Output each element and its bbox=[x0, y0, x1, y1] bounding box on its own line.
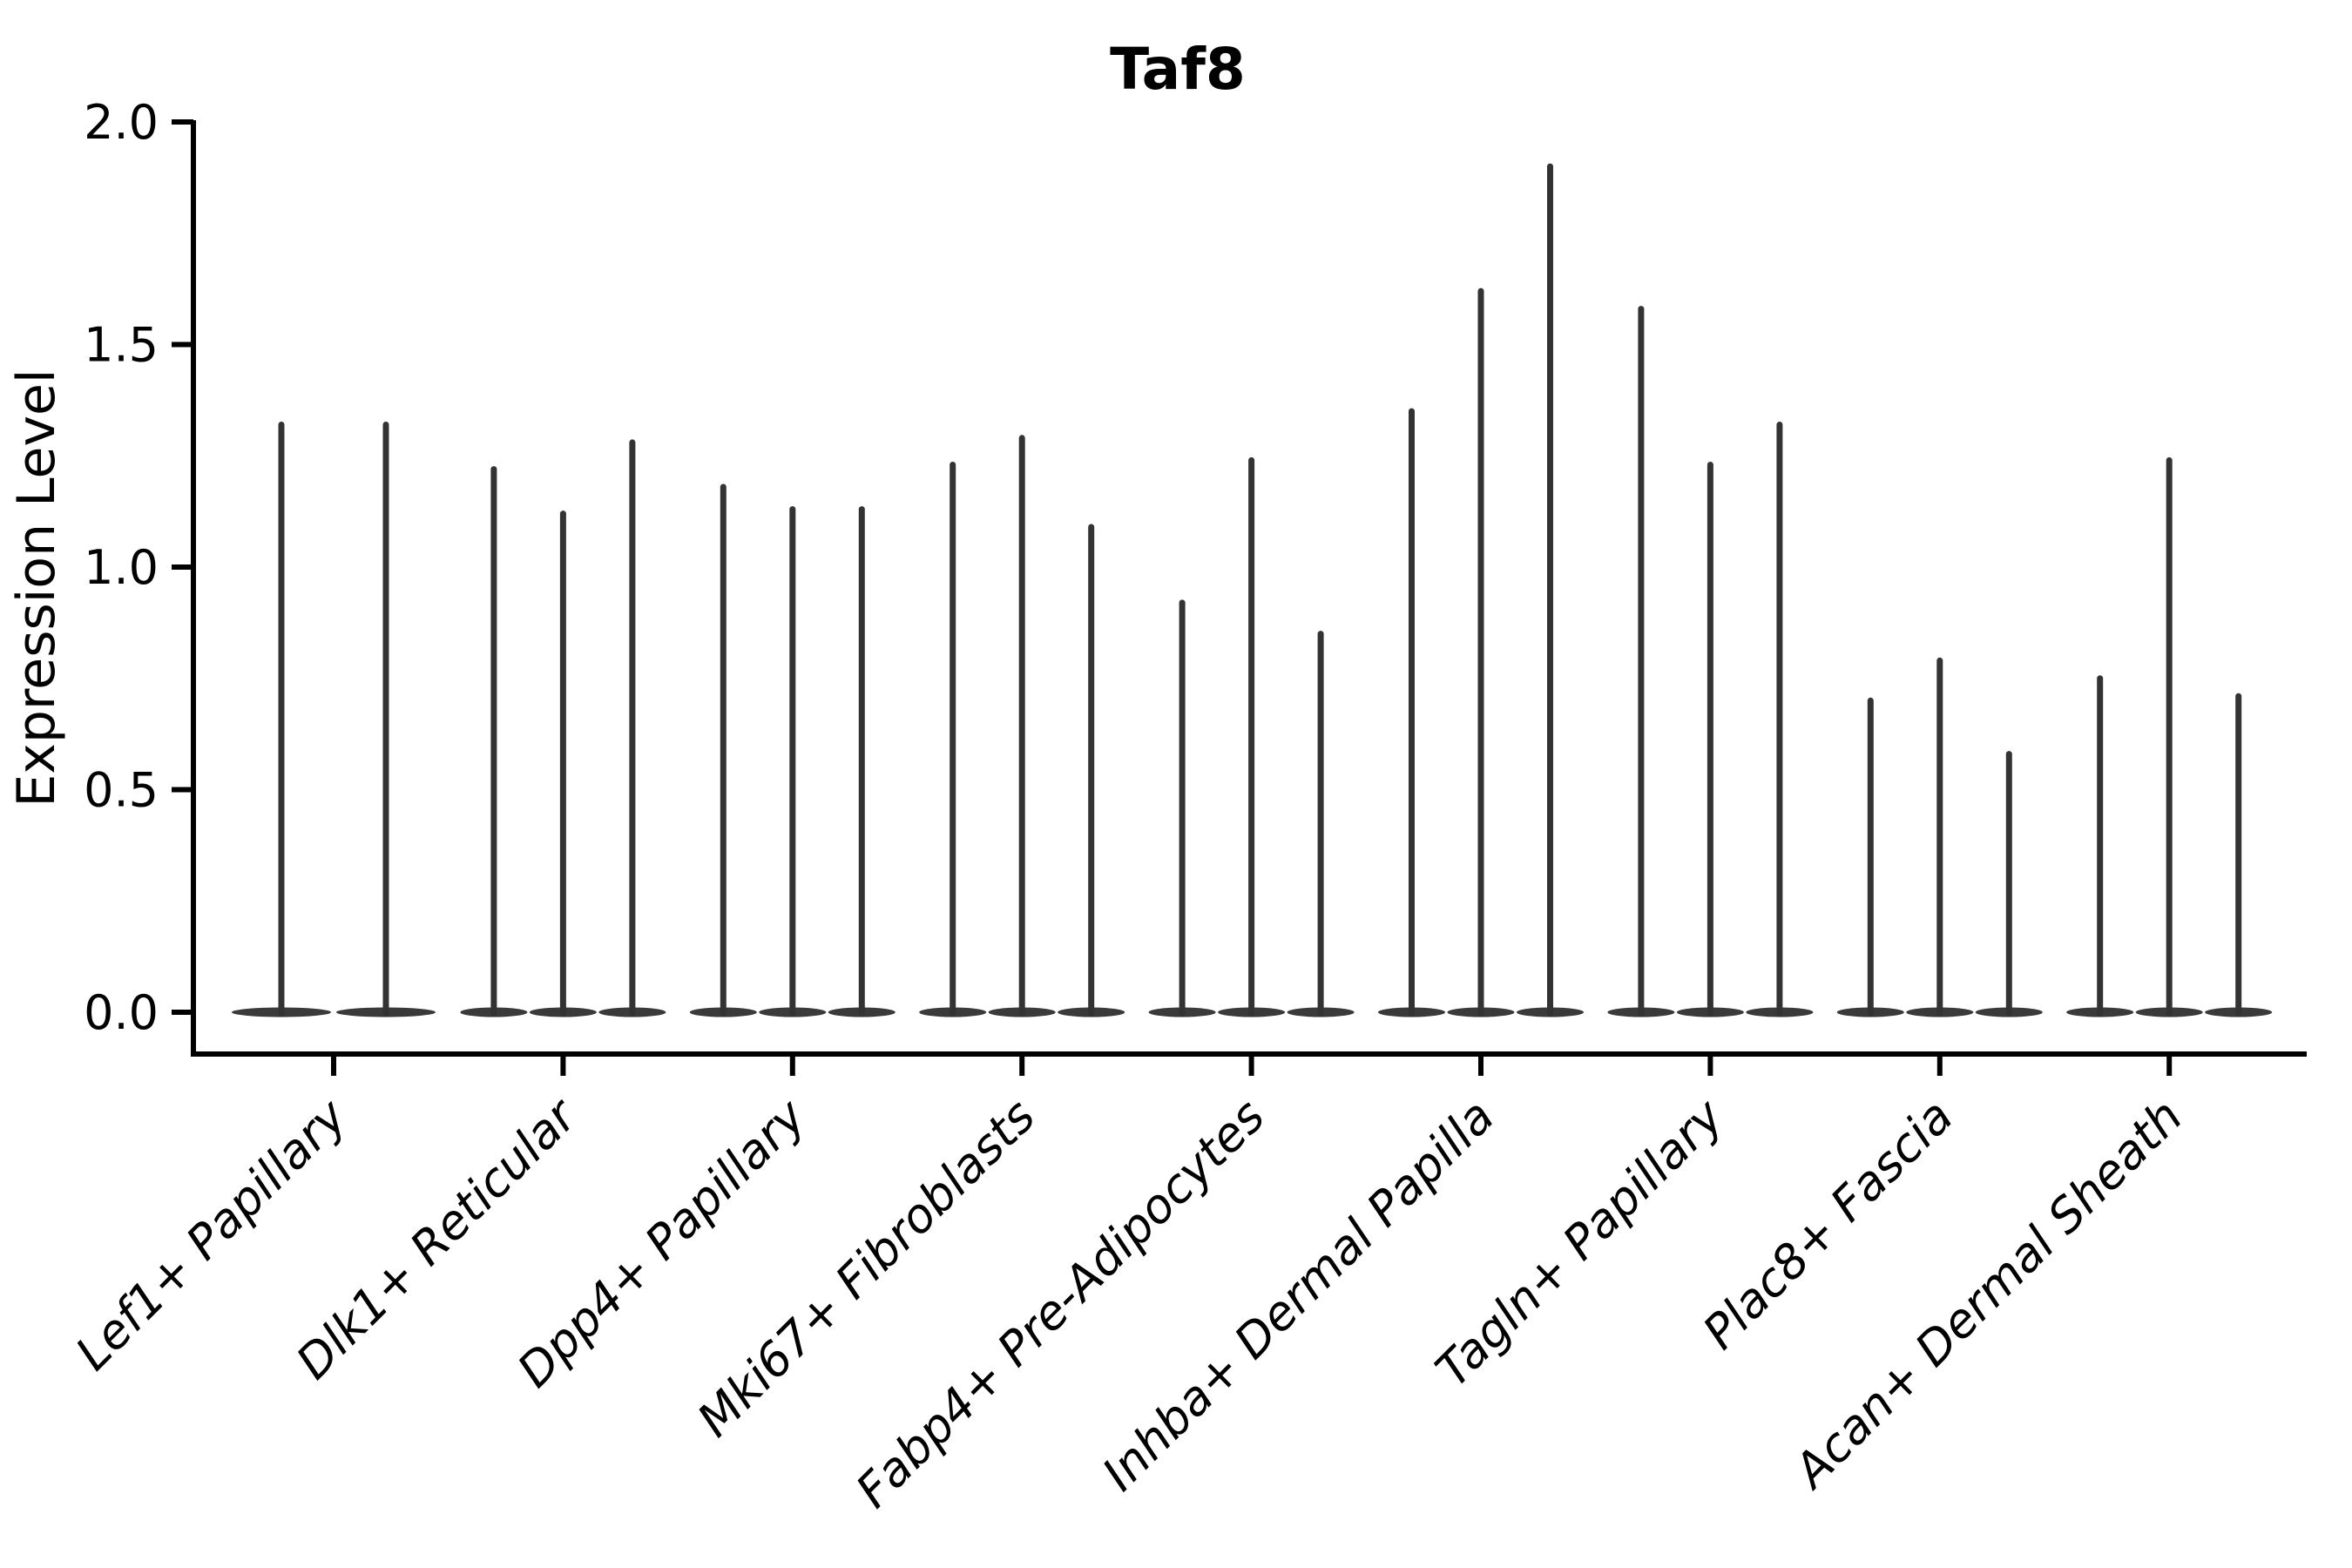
violin bbox=[2205, 693, 2273, 1017]
y-tick-label: 1.5 bbox=[84, 318, 159, 373]
violin bbox=[1447, 287, 1515, 1017]
x-axis-ticks bbox=[331, 1054, 2173, 1076]
violin bbox=[1287, 631, 1355, 1017]
x-tick-label: Fabp4+ Pre-Adipocytes bbox=[845, 1089, 1274, 1518]
violin bbox=[1148, 599, 1216, 1017]
x-tick-label: Inhba+ Dermal Papilla bbox=[1092, 1089, 1504, 1502]
violin bbox=[1517, 163, 1584, 1017]
violin bbox=[1378, 408, 1445, 1017]
violin bbox=[759, 506, 827, 1017]
violin bbox=[1676, 461, 1744, 1017]
violin bbox=[1058, 524, 1125, 1017]
violin bbox=[988, 435, 1056, 1017]
violin bbox=[598, 439, 666, 1017]
violin bbox=[232, 421, 331, 1017]
violin bbox=[1836, 697, 1904, 1017]
violin bbox=[828, 506, 896, 1017]
violins bbox=[232, 163, 2273, 1017]
violin bbox=[2135, 456, 2203, 1017]
violin bbox=[2066, 675, 2134, 1017]
violin bbox=[1607, 306, 1675, 1017]
violin bbox=[1746, 421, 1814, 1017]
violin bbox=[529, 510, 597, 1017]
y-tick-label: 0.0 bbox=[84, 985, 159, 1040]
violin bbox=[1975, 751, 2043, 1017]
y-tick-label: 2.0 bbox=[84, 95, 159, 150]
y-axis-label: Expression Level bbox=[6, 368, 67, 807]
x-tick-label: Acan+ Dermal Sheath bbox=[1781, 1089, 2193, 1500]
violin bbox=[919, 461, 987, 1017]
violin bbox=[689, 483, 757, 1017]
violin bbox=[1218, 456, 1286, 1017]
chart-title: Taf8 bbox=[1110, 36, 1246, 103]
y-tick-label: 0.5 bbox=[84, 763, 159, 818]
violin bbox=[460, 466, 528, 1017]
violin bbox=[336, 421, 436, 1017]
y-tick-label: 1.0 bbox=[84, 540, 159, 595]
violin bbox=[1906, 657, 1974, 1017]
y-axis-ticks: 0.0 0.5 1.0 1.5 2.0 bbox=[84, 95, 193, 1040]
